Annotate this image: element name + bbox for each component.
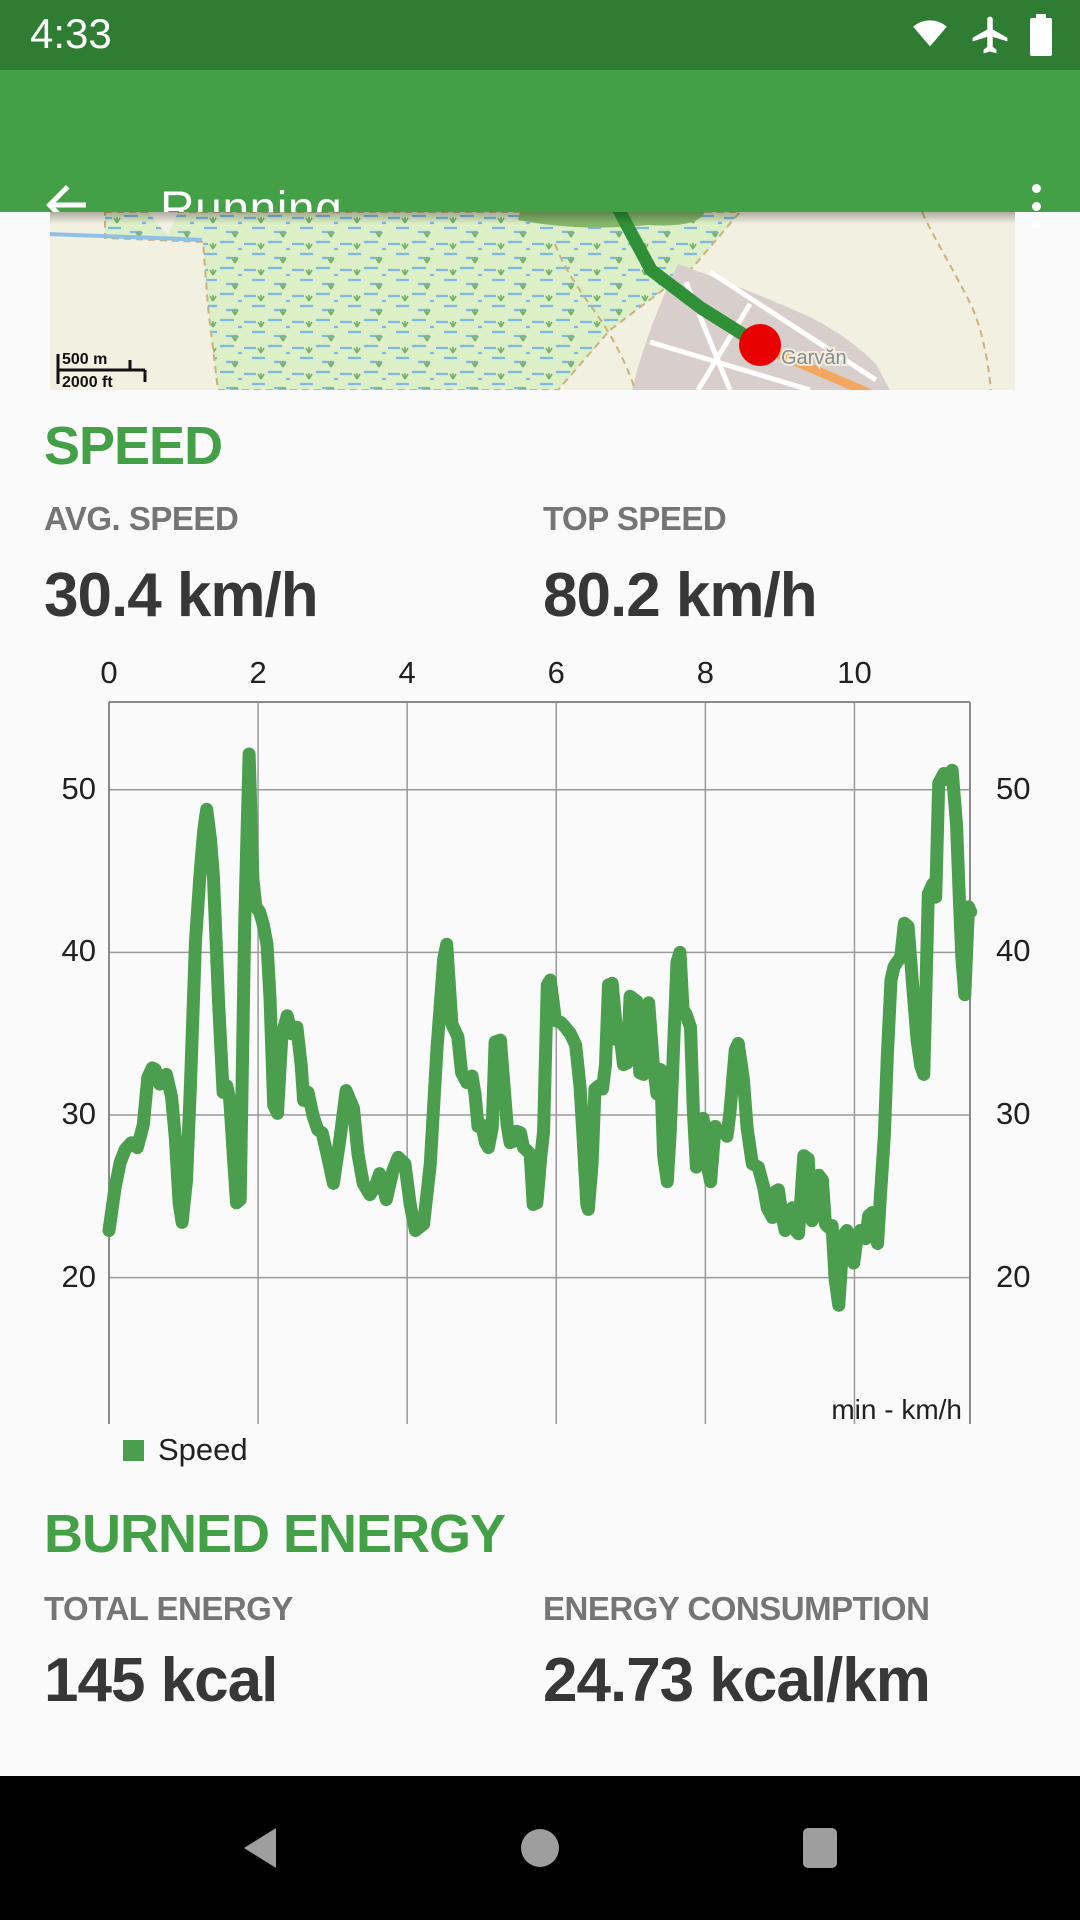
route-map[interactable]: Garvăn 500 m 2000 ft	[50, 212, 1015, 390]
airplane-icon	[972, 16, 1008, 54]
map-main-road	[762, 343, 873, 390]
map-stream	[50, 232, 203, 242]
energy-consumption-value: 24.73 kcal/km	[543, 1646, 931, 1715]
map-path-dashed	[921, 212, 992, 390]
map-scale-bar: 500 m 2000 ft	[56, 351, 147, 390]
home-circle-icon	[521, 1829, 559, 1867]
energy-consumption-label: ENERGY CONSUMPTION	[543, 1590, 930, 1627]
avg-speed-label: AVG. SPEED	[44, 500, 239, 537]
avg-speed-value: 30.4 km/h	[44, 561, 319, 630]
y-axis-tick-label-left: 30	[61, 1096, 96, 1132]
nav-back-button[interactable]	[190, 1776, 330, 1920]
top-speed-label: TOP SPEED	[543, 500, 727, 537]
y-axis-tick-label-left: 40	[61, 933, 96, 969]
legend-swatch-icon	[123, 1439, 144, 1461]
battery-icon	[1030, 14, 1052, 56]
total-energy-value: 145 kcal	[44, 1646, 278, 1715]
map-town-label: Garvăn	[781, 347, 847, 369]
map-field-wedge	[148, 212, 178, 236]
speed-chart[interactable]	[0, 645, 1080, 1435]
overflow-dot	[1031, 201, 1041, 211]
map-path-dashed	[554, 243, 636, 390]
y-axis-tick-label-right: 20	[996, 1258, 1031, 1294]
nav-home-button[interactable]	[470, 1776, 610, 1920]
y-axis-tick-label-left: 50	[61, 770, 96, 806]
x-axis-tick-label: 0	[100, 655, 118, 690]
y-axis-tick-label-right: 40	[996, 933, 1031, 969]
legend-label: Speed	[158, 1432, 248, 1467]
back-triangle-icon	[244, 1828, 276, 1868]
y-axis-tick-label-right: 30	[996, 1096, 1031, 1132]
wifi-icon	[913, 20, 947, 47]
map-canvas: Garvăn 500 m 2000 ft	[50, 212, 1015, 390]
y-axis-tick-label-left: 20	[61, 1258, 96, 1294]
x-axis-tick-label: 4	[398, 655, 416, 690]
map-wetland-area	[104, 212, 742, 390]
map-forest-patch	[518, 212, 705, 228]
chart-unit-label: min - km/h	[831, 1394, 962, 1425]
svg-text:500 m: 500 m	[62, 351, 107, 368]
nav-recents-button[interactable]	[750, 1776, 890, 1920]
chart-legend: Speed	[123, 1432, 248, 1468]
x-axis-tick-label: 8	[696, 655, 714, 690]
overflow-dot	[1031, 219, 1041, 229]
speed-section-title: SPEED	[44, 416, 223, 476]
overflow-dot	[1031, 183, 1041, 193]
android-nav-bar	[0, 1776, 1080, 1920]
appbar-shadow	[50, 212, 1015, 224]
energy-section-title: BURNED ENERGY	[44, 1504, 506, 1564]
status-bar: 4:33	[0, 0, 1080, 70]
svg-text:2000 ft: 2000 ft	[62, 374, 113, 390]
status-icons	[908, 12, 1054, 58]
overflow-menu-button[interactable]	[1012, 174, 1060, 238]
top-speed-value: 80.2 km/h	[543, 561, 818, 630]
map-position-marker	[739, 324, 781, 366]
y-axis-tick-label-right: 50	[996, 770, 1031, 806]
map-gps-track	[612, 212, 767, 352]
total-energy-label: TOTAL ENERGY	[44, 1590, 293, 1627]
x-axis-tick-label: 10	[837, 655, 872, 690]
status-clock: 4:33	[30, 10, 112, 57]
x-axis-tick-label: 6	[547, 655, 565, 690]
x-axis-tick-label: 2	[249, 655, 267, 690]
app-bar: Running	[0, 70, 1080, 236]
recents-square-icon	[803, 1828, 837, 1868]
